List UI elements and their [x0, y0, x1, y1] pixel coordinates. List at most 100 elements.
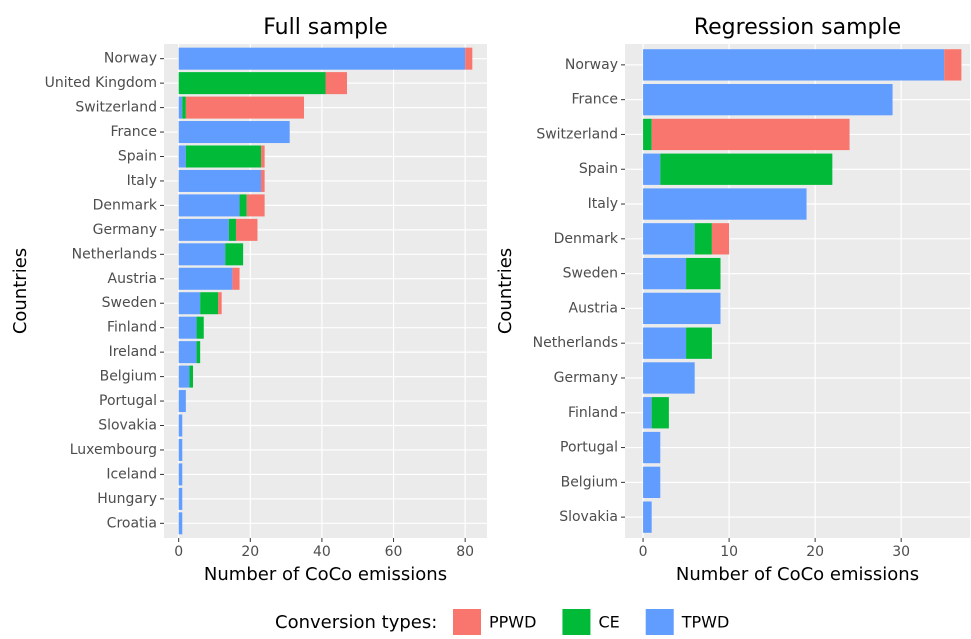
y-tick-label: Finland: [568, 405, 618, 421]
x-tick-label: 60: [385, 544, 403, 560]
y-tick-label: Sweden: [563, 266, 618, 282]
bar-segment: [643, 292, 721, 325]
bar-segment: [643, 49, 945, 81]
bar-segment: [178, 463, 183, 486]
bar-segment: [643, 257, 687, 290]
bar-segment: [178, 438, 183, 461]
y-tick-label: Germany: [93, 222, 157, 238]
y-tick-label: Germany: [554, 370, 618, 386]
y-tick-label: Denmark: [554, 231, 619, 247]
bar-segment: [178, 47, 466, 70]
x-tick-label: 80: [456, 544, 474, 560]
bar-segment: [651, 118, 850, 151]
bar-segment: [643, 431, 661, 464]
y-tick-label: Denmark: [93, 197, 158, 213]
bar-segment: [178, 243, 226, 266]
bar-segment: [178, 316, 197, 339]
y-tick-label: Italy: [588, 196, 618, 212]
bar-segment: [196, 316, 204, 339]
panel-background: [625, 44, 970, 538]
y-tick-label: Norway: [104, 51, 157, 67]
y-tick-label: Slovakia: [98, 418, 157, 434]
bar-segment: [643, 118, 652, 151]
bar-segment: [178, 267, 233, 290]
bar-segment: [178, 72, 326, 95]
bar-segment: [944, 49, 962, 81]
bar-segment: [643, 397, 652, 429]
bar-segment: [178, 487, 183, 510]
y-tick-label: Sweden: [102, 295, 157, 311]
y-tick-label: Spain: [118, 148, 157, 164]
chart-title: Full sample: [263, 15, 388, 40]
bar-segment: [200, 292, 219, 315]
bar-segment: [660, 153, 833, 185]
bar-segment: [643, 466, 661, 498]
bar-segment: [228, 218, 236, 241]
bar-segment: [686, 327, 712, 359]
bar-segment: [225, 243, 244, 266]
x-axis-title: Number of CoCo emissions: [676, 564, 919, 585]
y-tick-label: Norway: [565, 57, 618, 73]
legend-label: CE: [598, 613, 619, 632]
y-tick-label: Iceland: [106, 466, 157, 482]
y-tick-label: Ireland: [109, 344, 157, 360]
legend-label: TPWD: [681, 613, 730, 632]
bar-segment: [178, 194, 240, 217]
bar-segment: [178, 145, 186, 168]
bar-segment: [178, 365, 190, 388]
y-tick-label: France: [110, 124, 157, 140]
bar-segment: [178, 512, 183, 535]
x-tick-label: 40: [313, 544, 331, 560]
bar-segment: [261, 145, 265, 168]
bar-segment: [239, 194, 247, 217]
bar-segment: [686, 257, 721, 290]
bar-segment: [196, 341, 201, 364]
x-axis-title: Number of CoCo emissions: [204, 564, 447, 585]
bar-segment: [178, 121, 290, 144]
legend-swatch: [562, 609, 591, 637]
bar-segment: [232, 267, 240, 290]
bar-segment: [465, 47, 473, 70]
bar-segment: [178, 390, 186, 413]
bar-segment: [178, 414, 183, 437]
legend-swatch: [645, 609, 674, 637]
y-tick-label: United Kingdom: [45, 75, 157, 91]
bar-segment: [178, 96, 183, 119]
bar-segment: [178, 169, 262, 192]
bar-segment: [711, 223, 730, 255]
bar-segment: [261, 169, 265, 192]
bar-segment: [178, 292, 201, 315]
y-tick-label: Netherlands: [72, 246, 157, 262]
bar-segment: [643, 327, 687, 359]
y-tick-label: Portugal: [560, 440, 618, 456]
bar-segment: [189, 365, 194, 388]
y-tick-label: Austria: [569, 300, 618, 316]
bar-segment: [643, 223, 695, 255]
x-tick-label: 20: [806, 544, 824, 560]
y-tick-label: Austria: [108, 271, 157, 287]
bar-segment: [218, 292, 222, 315]
x-tick-label: 10: [720, 544, 738, 560]
bar-segment: [235, 218, 258, 241]
bar-segment: [643, 84, 893, 116]
y-axis-title: Countries: [495, 248, 516, 334]
y-tick-label: Netherlands: [533, 335, 618, 351]
y-tick-label: Hungary: [97, 491, 157, 507]
bar-segment: [643, 188, 807, 220]
bar-segment: [643, 153, 661, 185]
x-tick-label: 0: [639, 544, 648, 560]
bar-segment: [325, 72, 347, 95]
legend-label: PPWD: [489, 613, 536, 632]
chart-title: Regression sample: [694, 15, 901, 40]
x-tick-label: 20: [241, 544, 259, 560]
y-tick-label: Luxembourg: [70, 442, 157, 458]
bar-segment: [694, 223, 712, 255]
legend-title: Conversion types:: [275, 612, 437, 633]
bar-segment: [643, 501, 652, 533]
y-tick-label: Spain: [579, 161, 618, 177]
x-tick-label: 30: [892, 544, 910, 560]
bar-segment: [178, 218, 229, 241]
y-tick-label: Switzerland: [536, 126, 618, 142]
bar-segment: [246, 194, 265, 217]
y-tick-label: Italy: [127, 173, 157, 189]
